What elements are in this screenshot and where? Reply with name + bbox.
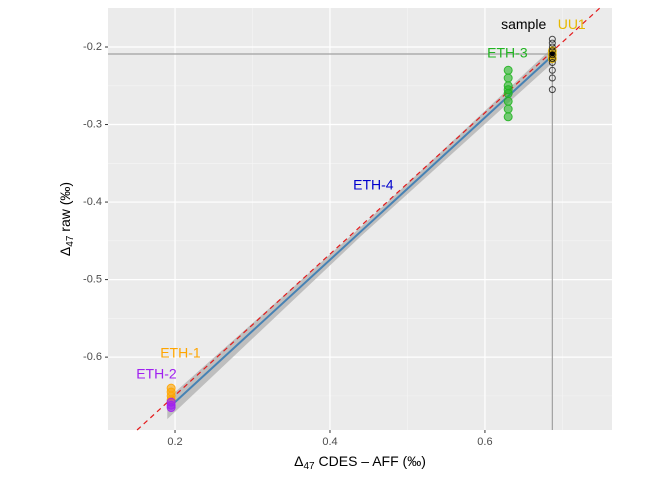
annotation: ETH-4 — [353, 176, 394, 192]
point — [503, 73, 513, 83]
y-tick-label: -0.4 — [83, 196, 102, 208]
point — [503, 89, 513, 99]
x-axis-title: Δ47 CDES – AFF (‰) — [294, 453, 426, 472]
x-title-pre: Δ — [294, 453, 303, 469]
point — [548, 43, 556, 51]
annotation: ETH-2 — [136, 366, 177, 382]
point — [548, 86, 556, 94]
grid — [108, 8, 612, 430]
y-tick-label: -0.2 — [83, 41, 102, 53]
point — [548, 59, 556, 67]
x-title-post: CDES – AFF (‰) — [315, 453, 426, 469]
point — [503, 112, 513, 122]
fit-line — [174, 56, 552, 403]
point — [503, 96, 513, 106]
point — [548, 74, 556, 82]
point — [503, 65, 513, 75]
point — [548, 66, 556, 74]
point — [503, 104, 513, 114]
y-title-sub: 47 — [65, 235, 76, 247]
annotation: ETH-1 — [160, 345, 201, 361]
annotation: UU1 — [558, 16, 586, 32]
marks — [108, 7, 601, 431]
y-tick-label: -0.6 — [83, 351, 102, 363]
y-tick-label: -0.5 — [83, 273, 102, 285]
annotation: ETH-3 — [487, 45, 528, 61]
annotation: sample — [501, 16, 546, 32]
x-tick-label: 0.2 — [167, 436, 182, 448]
y-axis-title: Δ47 raw (‰) — [57, 182, 76, 256]
x-tick-label: 0.4 — [322, 436, 337, 448]
y-title-post: raw (‰) — [57, 182, 73, 236]
x-tick-label: 0.6 — [477, 436, 492, 448]
point — [548, 35, 556, 43]
x-title-sub: 47 — [304, 461, 316, 472]
y-title-pre: Δ — [57, 247, 73, 256]
y-tick-label: -0.3 — [83, 118, 102, 130]
mean-point — [549, 51, 555, 57]
point — [166, 403, 176, 413]
point — [548, 39, 556, 47]
